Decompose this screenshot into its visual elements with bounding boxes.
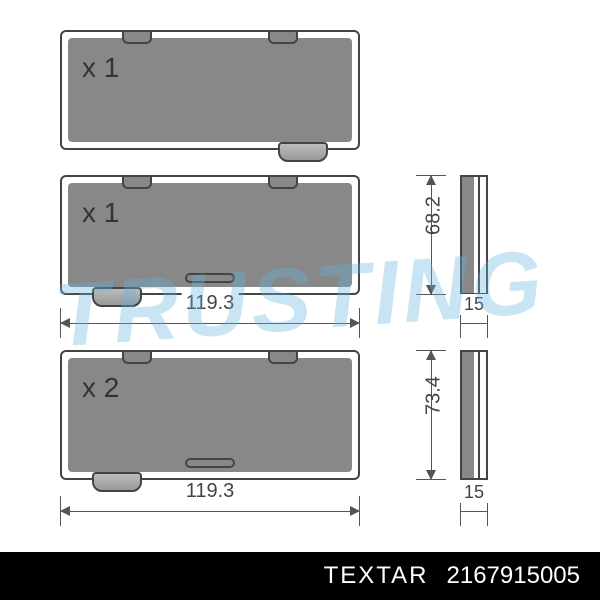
- wear-clip: [278, 142, 328, 162]
- dim-height-2: 68.2: [420, 175, 442, 295]
- pad-slot: [185, 458, 235, 468]
- brand-label: TEXTAR: [324, 562, 429, 590]
- dim-label: 119.3: [182, 480, 239, 503]
- dim-height-3: 73.4: [420, 350, 442, 480]
- pad-qty-label: x 2: [82, 372, 119, 404]
- dim-thickness-3: 15: [460, 500, 488, 522]
- dim-label: 73.4: [423, 376, 446, 415]
- dim-label: 15: [460, 294, 488, 315]
- dim-label: 119.3: [182, 292, 239, 315]
- dim-width-3: 119.3: [60, 500, 360, 522]
- pad-qty-label: x 1: [82, 197, 119, 229]
- side-profile-2: [460, 175, 488, 295]
- pad-notch: [122, 30, 152, 44]
- pad-qty-label: x 1: [82, 52, 119, 84]
- dim-label: 15: [460, 482, 488, 503]
- dim-thickness-2: 15: [460, 312, 488, 334]
- wear-clip: [92, 472, 142, 492]
- part-number: 2167915005: [447, 562, 580, 590]
- dim-width-2: 119.3: [60, 312, 360, 334]
- pad-slot: [185, 273, 235, 283]
- pad-notch: [122, 350, 152, 364]
- footer-bar: TEXTAR 2167915005: [0, 552, 600, 600]
- pad-notch: [268, 30, 298, 44]
- wear-clip: [92, 287, 142, 307]
- brake-pad-2: x 1: [60, 175, 360, 295]
- pad-notch: [122, 175, 152, 189]
- side-profile-3: [460, 350, 488, 480]
- pad-notch: [268, 350, 298, 364]
- pad-notch: [268, 175, 298, 189]
- brake-pad-3: x 2: [60, 350, 360, 480]
- dim-label: 68.2: [423, 196, 446, 235]
- brake-pad-1: x 1: [60, 30, 360, 150]
- brake-pad-diagram: x 1 x 1 119.3 68.2 15 x 2: [40, 30, 560, 540]
